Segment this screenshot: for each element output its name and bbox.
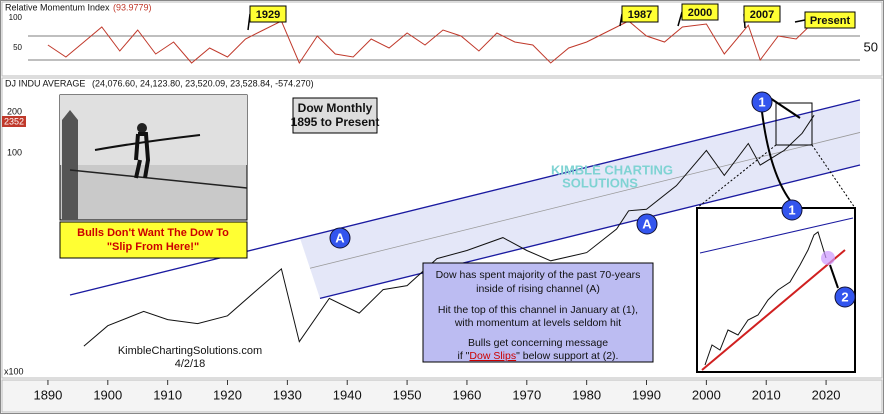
arrow bbox=[769, 97, 801, 119]
x-tick-label: 1930 bbox=[273, 387, 302, 402]
badge-label: 2 bbox=[841, 289, 848, 304]
comment-part: Dow Slips bbox=[469, 350, 516, 362]
price-line bbox=[83, 114, 815, 347]
x-tick-label: 1920 bbox=[213, 387, 242, 402]
badge bbox=[781, 199, 803, 221]
pole bbox=[94, 134, 201, 151]
x-tick-label: 1910 bbox=[153, 387, 182, 402]
channel-mid bbox=[309, 132, 861, 269]
annotation: 2000 bbox=[688, 7, 712, 19]
x-tick-label: 2000 bbox=[692, 387, 721, 402]
x-tick-label: 2010 bbox=[752, 387, 781, 402]
annotation: 1929 bbox=[256, 9, 280, 21]
walker-head bbox=[137, 123, 147, 133]
walker-body bbox=[134, 132, 151, 179]
zoom-guide bbox=[811, 144, 856, 209]
badge bbox=[636, 213, 658, 235]
inset-support bbox=[701, 249, 846, 371]
unit-label: x100 bbox=[4, 366, 24, 376]
badge-label: 1 bbox=[758, 94, 765, 109]
annotation-box bbox=[743, 5, 781, 23]
caption: Bulls Don't Want The Dow To bbox=[77, 227, 229, 239]
tower bbox=[62, 110, 78, 220]
channel-upper bbox=[69, 99, 861, 296]
x-tick-label: 1960 bbox=[452, 387, 481, 402]
arrow bbox=[829, 264, 839, 289]
price-tag: 2352 bbox=[4, 116, 24, 126]
annotation: 2007 bbox=[750, 9, 774, 21]
x-tick-label: 1890 bbox=[33, 387, 62, 402]
badge bbox=[329, 227, 351, 249]
y-tick-label: 100 bbox=[7, 148, 22, 158]
comment: Bulls get concerning message bbox=[468, 337, 608, 349]
y-tick-label: 200 bbox=[7, 106, 22, 116]
badge-label: A bbox=[642, 216, 652, 231]
inset-price bbox=[704, 231, 827, 366]
watermark: KIMBLE CHARTING bbox=[551, 162, 673, 177]
x-axis-bar bbox=[1, 379, 883, 413]
y-tick-label: 50 bbox=[13, 43, 22, 52]
period: 1895 to Present bbox=[291, 115, 380, 129]
annotation: Present bbox=[810, 15, 851, 27]
annotation-arrow bbox=[677, 11, 683, 27]
caption-box bbox=[59, 221, 248, 259]
inset-highlight bbox=[821, 251, 835, 265]
comment: inside of rising channel (A) bbox=[476, 283, 600, 295]
price-subtitle: (24,076.60, 24,123.80, 23,520.09, 23,528… bbox=[92, 78, 314, 88]
site: KimbleChartingSolutions.com bbox=[118, 345, 262, 357]
comment-box bbox=[422, 262, 654, 363]
price-tag-box bbox=[2, 116, 26, 127]
x-tick-label: 1980 bbox=[572, 387, 601, 402]
comment-part: if " bbox=[458, 350, 470, 362]
y-tick-label: 100 bbox=[9, 13, 23, 22]
badge bbox=[834, 286, 856, 308]
annotation-box bbox=[804, 11, 856, 29]
y2-tick-label: 50 bbox=[864, 39, 878, 54]
photo-sky bbox=[60, 95, 247, 165]
annotation: 1987 bbox=[628, 9, 652, 21]
annotation-box bbox=[621, 5, 659, 23]
comment: with momentum at levels seldom hit bbox=[454, 317, 621, 329]
x-tick-label: 2020 bbox=[812, 387, 841, 402]
channel-fill bbox=[300, 99, 860, 299]
rope bbox=[69, 169, 248, 189]
badge bbox=[751, 91, 773, 113]
comment-part: " below support at (2). bbox=[516, 350, 618, 362]
rsi-title: Relative Momentum Index bbox=[5, 2, 110, 12]
x-tick-label: 1990 bbox=[632, 387, 661, 402]
x-tick-label: 1970 bbox=[512, 387, 541, 402]
comment: if "Dow Slips" below support at (2). bbox=[458, 350, 619, 362]
rsi-subtitle: (93.9779) bbox=[113, 2, 152, 12]
watermark: SOLUTIONS bbox=[562, 175, 638, 190]
price-title: DJ INDU AVERAGE bbox=[5, 78, 85, 88]
period: Dow Monthly bbox=[298, 101, 373, 115]
caption: "Slip From Here!" bbox=[107, 241, 199, 253]
zoom-box bbox=[775, 102, 813, 146]
annotation-arrow bbox=[794, 19, 806, 23]
annotation-box bbox=[249, 5, 287, 23]
x-tick-label: 1940 bbox=[333, 387, 362, 402]
badge-label: A bbox=[335, 230, 345, 245]
date: 4/2/18 bbox=[175, 358, 206, 370]
x-tick-label: 1950 bbox=[393, 387, 422, 402]
period-box bbox=[292, 97, 378, 134]
channel-lower bbox=[319, 164, 861, 300]
x-tick-label: 1900 bbox=[93, 387, 122, 402]
inset-channel bbox=[699, 217, 854, 254]
annotation-box bbox=[681, 3, 719, 21]
zoom-guide bbox=[696, 144, 777, 209]
comment: Hit the top of this channel in January a… bbox=[438, 304, 638, 316]
rsi-line bbox=[47, 20, 815, 65]
arrow bbox=[761, 111, 793, 204]
badge-label: 1 bbox=[788, 202, 795, 217]
rsi-panel bbox=[1, 1, 883, 77]
comment: Dow has spent majority of the past 70-ye… bbox=[436, 269, 641, 281]
